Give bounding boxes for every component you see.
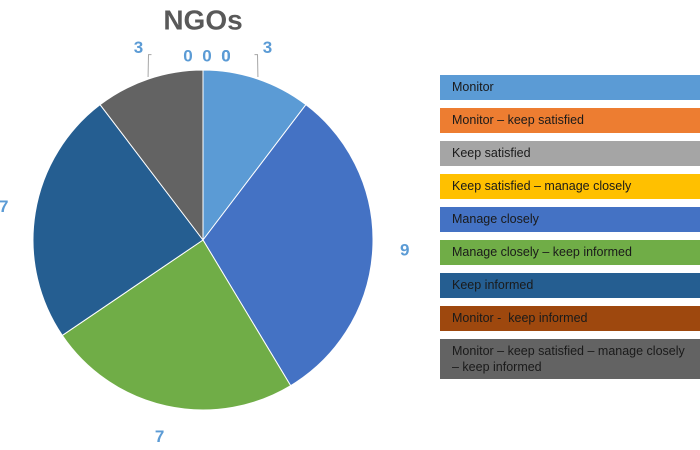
legend-item: Manage closely – keep informed bbox=[440, 240, 700, 265]
legend-item: Keep satisfied bbox=[440, 141, 700, 166]
data-label: 7 bbox=[0, 197, 8, 216]
legend-item: Keep informed bbox=[440, 273, 700, 298]
legend: Monitor Monitor – keep satisfied Keep sati… bbox=[440, 75, 700, 387]
data-label: 3 bbox=[263, 38, 272, 57]
legend-item: Monitor – keep satisfied – manage closel… bbox=[440, 339, 700, 379]
leader-line bbox=[147, 54, 152, 78]
legend-item: Monitor bbox=[440, 75, 700, 100]
pie-slice bbox=[202, 103, 374, 387]
legend-item: Monitor - keep informed bbox=[440, 306, 700, 331]
data-label: 0 bbox=[221, 46, 230, 65]
legend-item: Monitor – keep satisfied bbox=[440, 108, 700, 133]
data-label: 7 bbox=[155, 427, 164, 446]
data-label: 9 bbox=[400, 240, 409, 259]
legend-item: Manage closely bbox=[440, 207, 700, 232]
pie-slice bbox=[99, 69, 204, 242]
pie-slice bbox=[61, 239, 292, 411]
data-label: 0 bbox=[183, 46, 192, 65]
data-label: 3 bbox=[134, 38, 143, 57]
data-label: 0 bbox=[221, 46, 230, 65]
legend-item: Keep satisfied – manage closely bbox=[440, 174, 700, 199]
chart-title: NGOs bbox=[163, 4, 242, 35]
pie-slice bbox=[32, 103, 204, 337]
leader-line bbox=[254, 54, 259, 78]
data-label: 0 bbox=[202, 46, 211, 65]
pie-slice bbox=[202, 69, 307, 242]
